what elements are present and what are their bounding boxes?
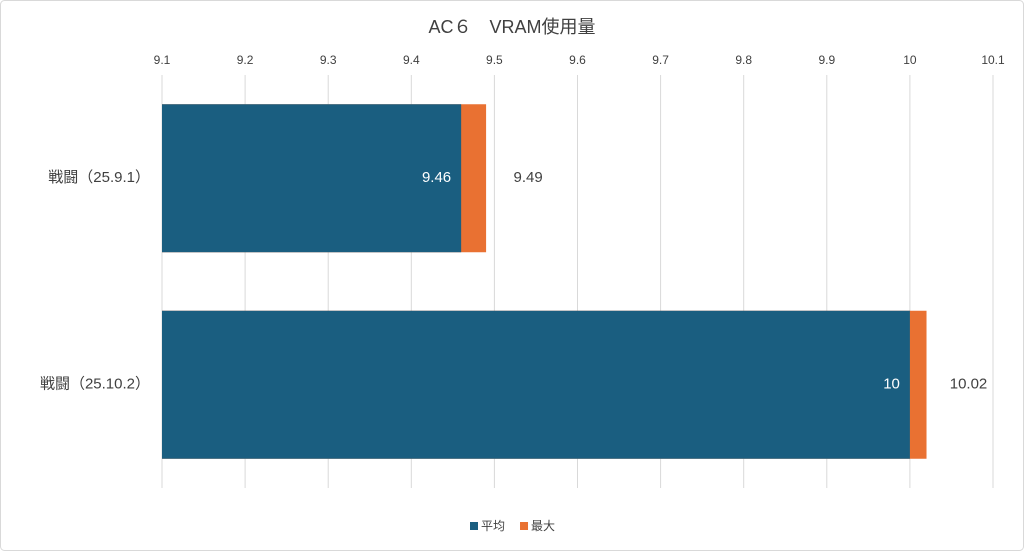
legend-label: 最大 [531, 519, 555, 533]
legend-label: 平均 [481, 519, 505, 533]
bar [162, 104, 462, 253]
y-tick-label: 戦闘（25.9.1） [48, 169, 150, 186]
legend-swatch [520, 522, 529, 530]
data-label: 9.49 [513, 169, 542, 186]
data-label: 10.02 [950, 376, 988, 393]
data-label: 10 [883, 376, 900, 393]
x-tick-label: 10 [903, 53, 917, 67]
data-label: 9.46 [422, 169, 451, 186]
x-tick-label: 9.5 [486, 53, 503, 67]
legend-swatch [470, 522, 478, 530]
x-tick-label: 9.6 [569, 53, 586, 67]
x-tick-label: 9.7 [652, 53, 669, 67]
x-tick-label: 9.4 [403, 53, 420, 67]
bar [162, 310, 910, 459]
y-tick-label: 戦闘（25.10.2） [40, 376, 150, 393]
x-tick-label: 9.2 [237, 53, 254, 67]
x-tick-label: 9.1 [154, 53, 171, 67]
x-tick-label: 9.8 [735, 53, 752, 67]
chart-title: AC６ VRAM使用量 [428, 17, 595, 37]
x-tick-label: 9.3 [320, 53, 337, 67]
x-tick-label: 10.1 [981, 53, 1005, 67]
x-tick-label: 9.9 [818, 53, 835, 67]
